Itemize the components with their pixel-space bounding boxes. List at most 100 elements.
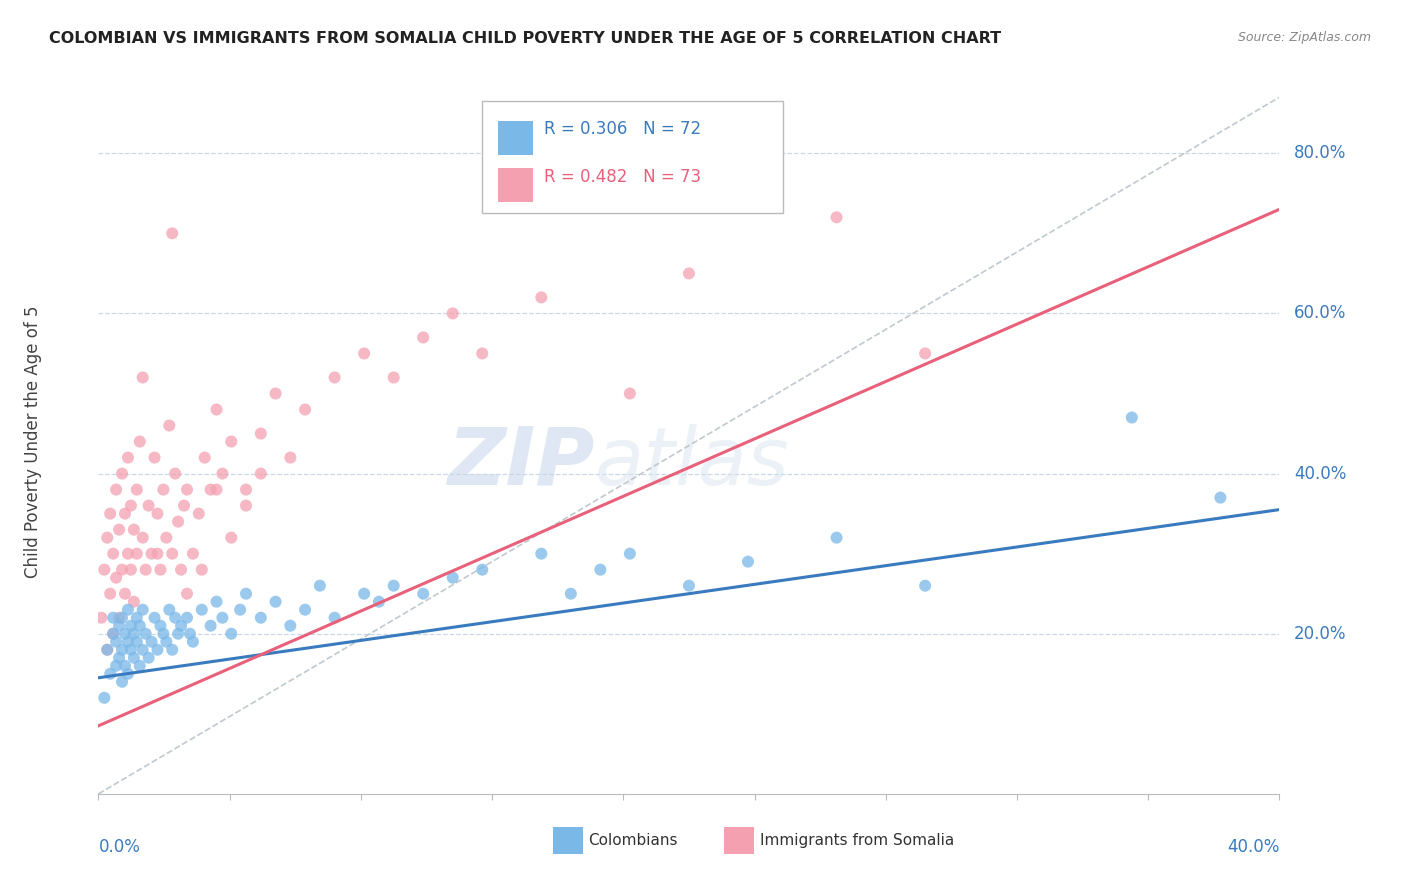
Point [132,642,155,657]
Point [412,587,434,601]
Point [323,610,346,624]
Point [125,634,148,648]
Point [280,450,302,465]
Point [235,483,257,497]
Text: 20.0%: 20.0% [1295,624,1347,643]
Point [737,555,759,569]
Point [530,547,553,561]
Point [103,626,125,640]
Point [108,650,131,665]
Point [125,610,148,624]
Point [191,563,214,577]
Point [173,499,195,513]
Text: ZIP: ZIP [447,424,595,501]
Point [914,579,936,593]
Point [105,571,128,585]
Point [120,618,142,632]
Point [135,626,157,640]
Point [221,531,243,545]
Point [146,507,169,521]
Text: Source: ZipAtlas.com: Source: ZipAtlas.com [1237,31,1371,45]
Point [264,386,287,401]
Point [122,650,145,665]
Text: 80.0%: 80.0% [1295,145,1347,162]
Point [117,634,139,648]
Point [96,642,118,657]
Point [191,603,214,617]
Text: COLOMBIAN VS IMMIGRANTS FROM SOMALIA CHILD POVERTY UNDER THE AGE OF 5 CORRELATIO: COLOMBIAN VS IMMIGRANTS FROM SOMALIA CHI… [49,31,1001,46]
Point [93,690,115,705]
Point [205,402,228,417]
Point [98,507,121,521]
Point [138,499,160,513]
Point [353,587,375,601]
Point [825,531,848,545]
Point [122,523,145,537]
Point [165,467,187,481]
Point [250,610,273,624]
Point [235,499,257,513]
Point [264,595,287,609]
Point [146,642,169,657]
Point [117,450,139,465]
Point [280,618,302,632]
Text: 40.0%: 40.0% [1227,838,1279,856]
Text: atlas: atlas [595,424,789,501]
Point [146,547,169,561]
Point [530,290,553,304]
Point [143,450,166,465]
Point [128,618,150,632]
Point [162,547,183,561]
Point [149,563,172,577]
Point [589,563,612,577]
Point [200,618,222,632]
Point [368,595,391,609]
FancyBboxPatch shape [482,101,783,212]
Point [914,346,936,360]
Point [114,626,136,640]
FancyBboxPatch shape [553,827,582,854]
Point [125,547,148,561]
Point [138,650,160,665]
Point [170,563,193,577]
Text: Child Poverty Under the Age of 5: Child Poverty Under the Age of 5 [24,305,42,578]
Point [152,483,174,497]
Point [117,603,139,617]
Point [176,587,198,601]
Point [294,402,316,417]
Point [157,418,180,433]
Point [98,587,121,601]
Point [619,386,641,401]
Point [105,483,128,497]
Point [108,523,131,537]
Point [98,666,121,681]
Point [135,563,157,577]
Point [1121,410,1143,425]
Point [221,434,243,449]
Point [103,610,125,624]
Point [122,626,145,640]
Point [250,467,273,481]
Point [309,579,332,593]
Point [114,507,136,521]
Point [205,483,228,497]
Point [141,634,163,648]
Text: 0.0%: 0.0% [98,838,141,856]
Point [108,618,131,632]
Point [471,346,494,360]
Point [132,531,155,545]
Text: 40.0%: 40.0% [1295,465,1347,483]
Point [221,626,243,640]
Point [825,211,848,225]
Point [165,610,187,624]
Text: Colombians: Colombians [589,833,678,848]
Point [176,483,198,497]
Point [194,450,217,465]
Point [162,642,183,657]
Point [179,626,201,640]
Point [205,595,228,609]
Point [149,618,172,632]
Point [152,626,174,640]
Point [176,610,198,624]
Point [471,563,494,577]
